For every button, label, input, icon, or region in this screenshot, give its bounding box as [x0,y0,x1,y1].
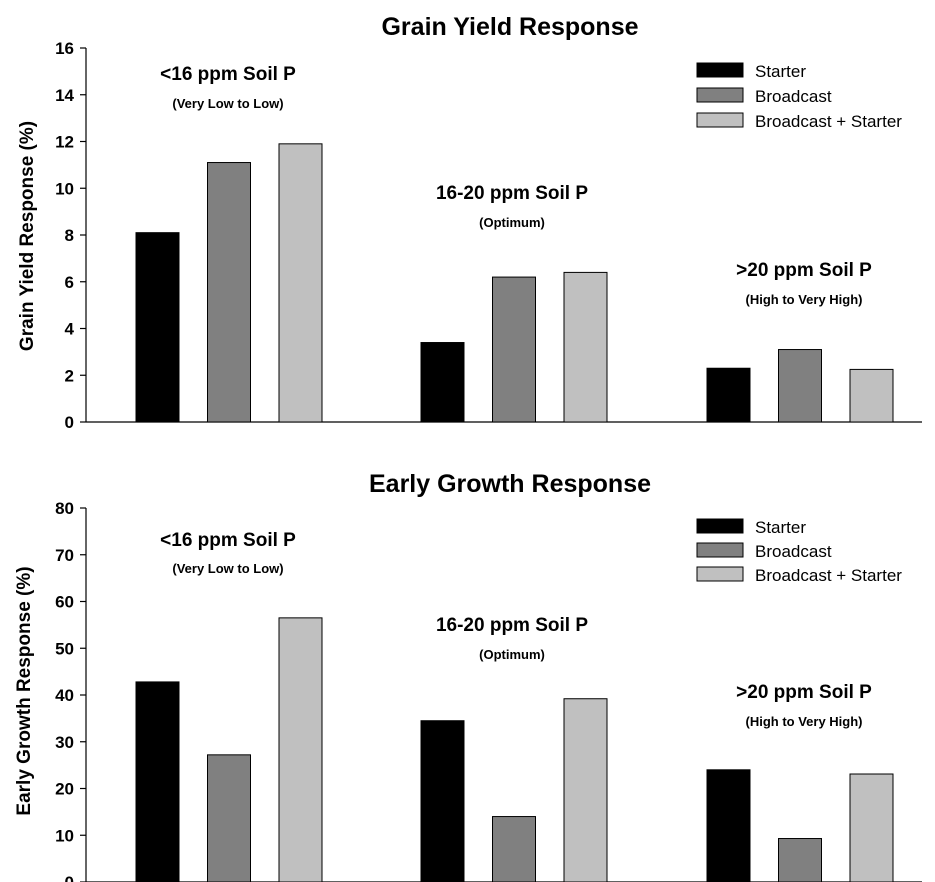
legend-label: Broadcast [755,542,832,561]
group-label-0: <16 ppm Soil P (Very Low to Low) [160,530,296,576]
y-tick-label: 10 [55,179,74,198]
bar [849,368,894,423]
legend-swatch-broadcast-starter [696,566,744,582]
grain-yield-chart: Grain Yield Response Grain Yield Respons… [17,13,922,432]
bar [706,367,751,423]
group-title: >20 ppm Soil P [736,682,872,703]
legend: Starter Broadcast Broadcast + Starter [696,518,902,585]
y-tick-label: 30 [55,733,74,752]
legend-swatch-broadcast [696,87,744,103]
group-subtitle: (Very Low to Low) [172,561,283,576]
y-tick-label: 6 [65,273,74,292]
group-subtitle: (Optimum) [479,215,545,230]
y-tick-label: 40 [55,686,74,705]
y-tick-label: 10 [55,826,74,845]
group-title: >20 ppm Soil P [736,260,872,281]
group-title: 16-20 ppm Soil P [436,183,588,204]
group-subtitle: (Optimum) [479,647,545,662]
chart-title: Grain Yield Response [381,13,638,41]
y-tick-label: 14 [55,86,74,105]
bar [207,754,251,882]
group-label-1: 16-20 ppm Soil P (Optimum) [436,183,588,230]
legend-label: Starter [755,518,806,537]
bar [778,838,822,882]
y-tick-label: 20 [55,780,74,799]
group-label-1: 16-20 ppm Soil P (Optimum) [436,615,588,662]
y-tick-label: 12 [55,133,74,152]
legend-label: Broadcast [755,87,832,106]
legend-label: Broadcast + Starter [755,112,902,131]
y-tick-label: 50 [55,639,74,658]
bar [278,143,323,423]
group-subtitle: (High to Very High) [746,292,863,307]
legend-swatch-starter [696,518,744,534]
group-title: <16 ppm Soil P [160,530,296,551]
legend-swatch-starter [696,62,744,78]
y-axis-label: Grain Yield Response (%) [17,121,38,351]
bar [278,617,323,882]
bar [135,232,180,423]
group-subtitle: (High to Very High) [746,714,863,729]
y-tick-label: 80 [55,499,74,518]
bar [420,720,465,882]
legend-label: Starter [755,62,806,81]
y-tick-label: 8 [65,226,74,245]
group-label-2: >20 ppm Soil P (High to Very High) [736,260,872,307]
y-tick-label: 2 [65,366,74,385]
bar [420,342,465,423]
y-tick-label: 16 [55,39,74,58]
legend-swatch-broadcast-starter [696,112,744,128]
group-title: 16-20 ppm Soil P [436,615,588,636]
legend-label: Broadcast + Starter [755,566,902,585]
y-tick-label: 0 [65,873,74,882]
group-subtitle: (Very Low to Low) [172,96,283,111]
bar [778,349,822,423]
bar [706,769,751,882]
legend: Starter Broadcast Broadcast + Starter [696,62,902,131]
y-tick-label: 0 [65,413,74,432]
group-title: <16 ppm Soil P [160,64,296,85]
y-tick-label: 60 [55,593,74,612]
bar [207,162,251,423]
group-label-2: >20 ppm Soil P (High to Very High) [736,682,872,729]
bar [849,773,894,882]
legend-swatch-broadcast [696,542,744,558]
early-growth-chart: Early Growth Response Early Growth Respo… [14,470,922,882]
chart-title: Early Growth Response [369,470,651,498]
group-label-0: <16 ppm Soil P (Very Low to Low) [160,64,296,111]
bar [563,698,608,882]
bar [492,816,536,882]
bar [492,276,536,423]
y-tick-label: 4 [65,320,75,339]
y-tick-label: 70 [55,546,74,565]
bar [563,271,608,423]
y-axis-label: Early Growth Response (%) [14,566,35,815]
bar [135,681,180,882]
